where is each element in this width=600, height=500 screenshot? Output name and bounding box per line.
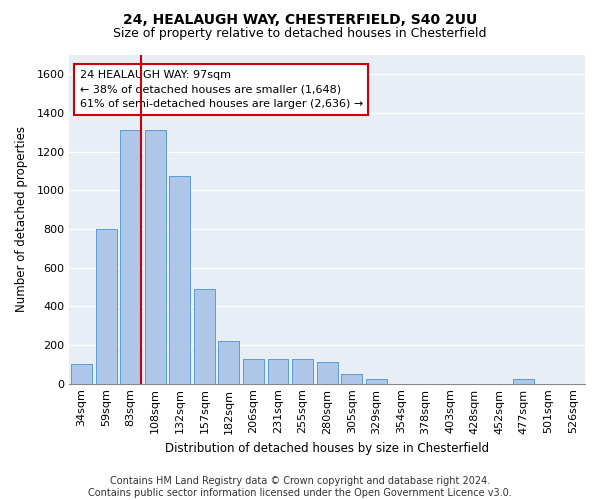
Text: 24, HEALAUGH WAY, CHESTERFIELD, S40 2UU: 24, HEALAUGH WAY, CHESTERFIELD, S40 2UU xyxy=(123,12,477,26)
X-axis label: Distribution of detached houses by size in Chesterfield: Distribution of detached houses by size … xyxy=(165,442,489,455)
Bar xyxy=(169,176,190,384)
Bar xyxy=(120,130,141,384)
Bar xyxy=(292,358,313,384)
Text: Contains HM Land Registry data © Crown copyright and database right 2024.
Contai: Contains HM Land Registry data © Crown c… xyxy=(88,476,512,498)
Bar xyxy=(317,362,338,384)
Bar xyxy=(268,358,289,384)
Bar xyxy=(513,379,534,384)
Bar xyxy=(194,289,215,384)
Bar xyxy=(243,358,264,384)
Bar xyxy=(71,364,92,384)
Text: 24 HEALAUGH WAY: 97sqm
← 38% of detached houses are smaller (1,648)
61% of semi-: 24 HEALAUGH WAY: 97sqm ← 38% of detached… xyxy=(80,70,363,110)
Bar xyxy=(96,229,116,384)
Bar xyxy=(145,130,166,384)
Bar xyxy=(366,379,387,384)
Y-axis label: Number of detached properties: Number of detached properties xyxy=(15,126,28,312)
Text: Size of property relative to detached houses in Chesterfield: Size of property relative to detached ho… xyxy=(113,28,487,40)
Bar xyxy=(341,374,362,384)
Bar xyxy=(218,341,239,384)
